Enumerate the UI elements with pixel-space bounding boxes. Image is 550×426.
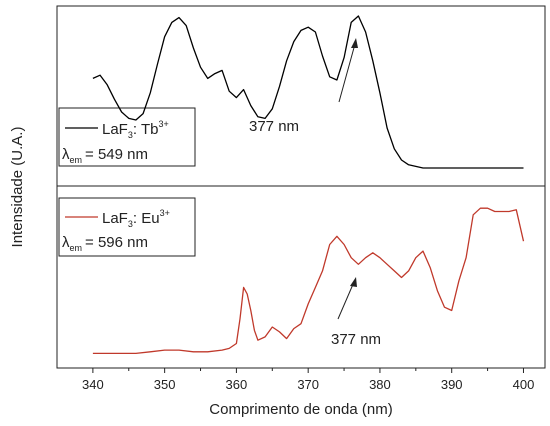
x-tick-label: 360: [226, 377, 248, 392]
bottom-series-line: [92, 207, 525, 355]
bottom-arrowhead: [350, 277, 357, 287]
x-axis-ticks: 340 350 360 370 380 390 400: [82, 368, 534, 392]
x-tick-label: 390: [441, 377, 463, 392]
top-annotation-arrow: [338, 43, 356, 103]
top-legend-label: LaF3: Tb3+: [102, 119, 169, 140]
x-tick-label: 350: [154, 377, 176, 392]
bottom-annotation-label: 377 nm: [331, 331, 381, 348]
top-lambda-label: λem = 549 nm: [62, 146, 148, 165]
series-group: [92, 15, 525, 355]
x-axis-label: Comprimento de onda (nm): [209, 401, 392, 418]
x-tick-label: 370: [297, 377, 319, 392]
y-axis-label: Intensidade (U.A.): [9, 127, 26, 248]
top-annotation-label: 377 nm: [249, 118, 299, 135]
x-tick-label: 400: [513, 377, 535, 392]
top-arrowhead: [351, 38, 358, 48]
bottom-lambda-label: λem = 596 nm: [62, 234, 148, 253]
bottom-annotation-arrow: [337, 281, 355, 320]
bottom-legend-label: LaF3: Eu3+: [102, 208, 170, 229]
x-tick-label: 380: [369, 377, 391, 392]
top-series-line: [92, 15, 524, 169]
bottom-legend-box: [58, 197, 196, 257]
bottom-panel-frame: [56, 185, 546, 369]
x-tick-label: 340: [82, 377, 104, 392]
top-legend-box: [58, 107, 196, 167]
